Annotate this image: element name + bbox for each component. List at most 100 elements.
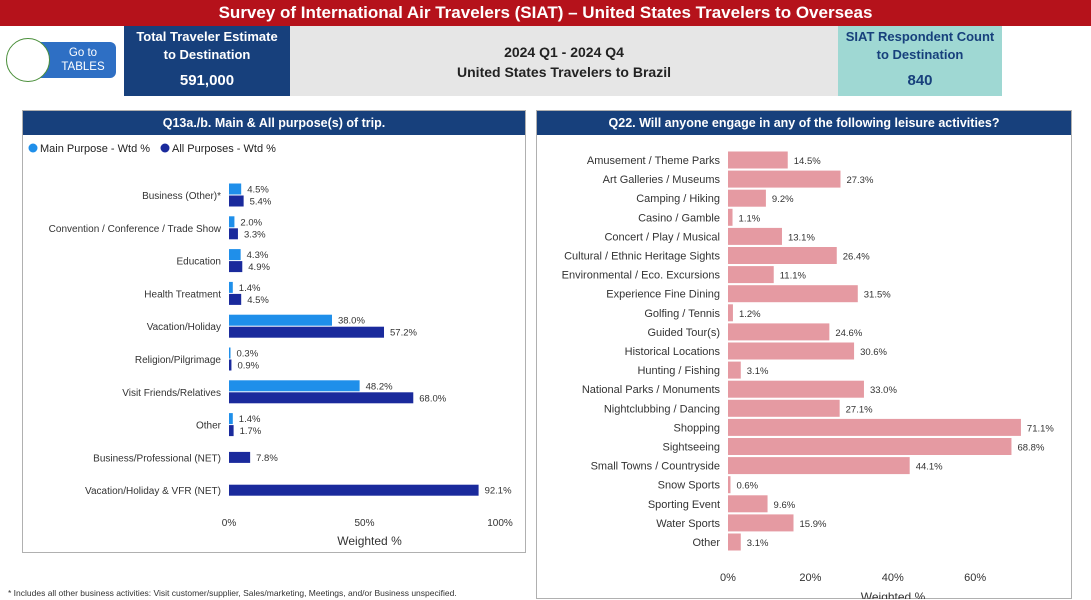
activity-label: National Parks / Monuments bbox=[582, 384, 721, 396]
data-label: 27.1% bbox=[846, 404, 873, 415]
period-label: 2024 Q1 - 2024 Q4 bbox=[504, 44, 624, 60]
footnote: * Includes all other business activities… bbox=[8, 588, 457, 598]
activity-bar bbox=[728, 533, 741, 551]
data-label: 3.1% bbox=[747, 366, 769, 377]
activity-label: Cultural / Ethnic Heritage Sights bbox=[564, 251, 720, 263]
x-axis-title: Weighted % bbox=[337, 534, 402, 548]
data-label: 4.5% bbox=[247, 185, 269, 196]
activity-bar bbox=[728, 208, 733, 226]
x-tick-label: 20% bbox=[799, 572, 821, 584]
activity-label: Other bbox=[692, 537, 720, 549]
activity-bar bbox=[728, 247, 837, 264]
data-label: 68.8% bbox=[1017, 443, 1044, 454]
x-tick-label: 60% bbox=[964, 572, 986, 584]
category-label: Vacation/Holiday & VFR (NET) bbox=[85, 486, 221, 497]
bar-main bbox=[229, 314, 332, 326]
activity-label: Hunting / Fishing bbox=[637, 365, 720, 377]
activity-bar bbox=[728, 151, 788, 169]
destination-label: United States Travelers to Brazil bbox=[457, 64, 671, 80]
leisure-activities-panel: Q22. Will anyone engage in any of the fo… bbox=[536, 110, 1072, 599]
category-label: Vacation/Holiday bbox=[147, 322, 221, 333]
bar-all bbox=[229, 293, 242, 305]
data-label: 1.4% bbox=[239, 414, 261, 425]
data-label: 9.2% bbox=[772, 194, 794, 205]
data-label: 1.1% bbox=[739, 213, 761, 224]
data-label: 5.4% bbox=[250, 197, 272, 208]
data-label: 7.8% bbox=[256, 453, 278, 464]
data-label: 14.5% bbox=[794, 156, 821, 167]
data-label: 24.6% bbox=[835, 328, 862, 339]
bar-main bbox=[229, 249, 241, 261]
data-label: 9.6% bbox=[774, 500, 796, 511]
x-tick-label: 50% bbox=[354, 518, 374, 529]
category-label: Visit Friends/Relatives bbox=[122, 388, 221, 399]
bar-main bbox=[229, 380, 360, 392]
respondent-count-title: SIAT Respondent Count to Destination bbox=[845, 29, 995, 62]
activity-bar bbox=[728, 457, 910, 475]
data-label: 15.9% bbox=[800, 519, 827, 530]
data-label: 1.4% bbox=[239, 283, 261, 294]
bar-all bbox=[229, 484, 479, 496]
category-label: Convention / Conference / Trade Show bbox=[49, 224, 222, 235]
activity-label: Experience Fine Dining bbox=[606, 289, 720, 301]
activity-bar bbox=[728, 438, 1012, 455]
data-label: 4.5% bbox=[247, 295, 269, 306]
activity-bar bbox=[728, 418, 1021, 436]
activity-bar bbox=[728, 380, 864, 398]
x-tick-label: 40% bbox=[882, 572, 904, 584]
data-label: 33.0% bbox=[870, 385, 897, 396]
x-tick-label: 0% bbox=[720, 572, 736, 584]
activity-label: Sporting Event bbox=[648, 499, 720, 511]
activity-bar bbox=[728, 285, 858, 303]
activity-bar bbox=[728, 304, 733, 322]
data-label: 3.1% bbox=[747, 538, 769, 549]
activity-label: Concert / Play / Musical bbox=[604, 231, 720, 243]
activity-label: Shopping bbox=[674, 422, 721, 434]
activity-label: Sightseeing bbox=[663, 442, 721, 454]
data-label: 26.4% bbox=[843, 252, 870, 263]
activity-label: Guided Tour(s) bbox=[647, 327, 720, 339]
data-label: 1.2% bbox=[739, 309, 761, 320]
legend-label: Main Purpose - Wtd % bbox=[40, 143, 150, 155]
data-label: 68.0% bbox=[419, 393, 446, 404]
category-label: Business (Other)* bbox=[142, 191, 221, 202]
bar-all bbox=[229, 451, 251, 463]
bar-main bbox=[229, 216, 235, 228]
respondent-count-card: SIAT Respondent Count to Destination 840 bbox=[838, 26, 1002, 96]
activity-label: Art Galleries / Museums bbox=[603, 174, 721, 186]
activity-label: Small Towns / Countryside bbox=[591, 461, 720, 473]
bar-main bbox=[229, 281, 233, 293]
legend-marker-all bbox=[160, 143, 170, 153]
category-label: Health Treatment bbox=[144, 289, 221, 300]
go-to-tables-button[interactable]: Go to TABLES bbox=[6, 38, 116, 82]
traveler-estimate-value: 591,000 bbox=[179, 72, 235, 89]
data-label: 4.3% bbox=[247, 250, 269, 261]
activity-bar bbox=[728, 495, 768, 513]
data-label: 44.1% bbox=[916, 462, 943, 473]
activity-bar bbox=[728, 342, 855, 360]
category-label: Other bbox=[196, 421, 222, 432]
category-label: Education bbox=[177, 257, 221, 268]
activity-bar bbox=[728, 514, 794, 532]
bar-main bbox=[229, 413, 233, 425]
bar-main bbox=[229, 183, 242, 195]
activity-bar bbox=[728, 476, 731, 494]
activity-label: Casino / Gamble bbox=[638, 212, 720, 224]
bar-main bbox=[229, 347, 231, 359]
activity-bar bbox=[728, 399, 840, 417]
traveler-estimate-title: Total Traveler Estimate to Destination bbox=[136, 29, 278, 62]
data-label: 30.6% bbox=[860, 347, 887, 358]
activity-label: Historical Locations bbox=[625, 346, 721, 358]
activity-label: Environmental / Eco. Excursions bbox=[562, 270, 721, 282]
activity-bar bbox=[728, 361, 741, 379]
activity-bar bbox=[728, 170, 841, 188]
bar-all bbox=[229, 392, 414, 404]
activity-bar bbox=[728, 266, 774, 284]
trip-purpose-chart: Main Purpose - Wtd % All Purposes - Wtd %… bbox=[28, 143, 513, 548]
activity-label: Camping / Hiking bbox=[636, 193, 720, 205]
period-header: 2024 Q1 - 2024 Q4 United States Traveler… bbox=[290, 26, 838, 96]
x-tick-label: 100% bbox=[487, 518, 513, 529]
activity-label: Amusement / Theme Parks bbox=[587, 155, 721, 167]
bar-all bbox=[229, 425, 234, 437]
data-label: 27.3% bbox=[846, 175, 873, 186]
